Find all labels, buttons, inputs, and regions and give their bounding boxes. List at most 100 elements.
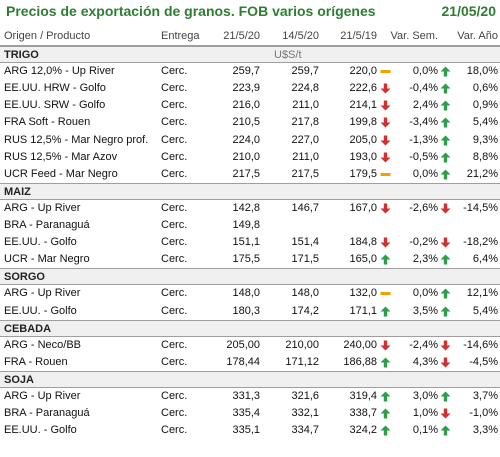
price-year-ago: 132,0	[349, 287, 377, 300]
section-header-sorgo: SORGO	[0, 268, 500, 286]
origin-product: RUS 12,5% - Mar Azov	[4, 150, 118, 163]
table-row: BRA - Paranaguá Cerc. 335,4 332,1 338,7 1,0% -…	[0, 405, 500, 422]
weekly-change: 2,4%	[412, 99, 438, 112]
price-week-ago: 151,4	[291, 236, 319, 249]
origin-product: EE.UU. SRW - Golfo	[4, 99, 106, 112]
price-year-ago: 193,0	[349, 150, 377, 163]
origin-product: BRA - Paranaguá	[4, 407, 90, 420]
price-year-ago: 220,0	[349, 65, 377, 78]
price-year-ago: 199,8	[349, 116, 377, 129]
yearly-change: 5,4%	[472, 116, 498, 129]
delivery: Cerc.	[161, 304, 188, 317]
price-current: 149,8	[232, 219, 260, 231]
col-header-d1: 21/5/20	[223, 30, 260, 42]
origin-product: EE.UU. HRW - Golfo	[4, 82, 106, 95]
price-current: 205,00	[226, 338, 260, 351]
price-current: 210,0	[232, 150, 260, 163]
price-year-ago: 338,7	[349, 407, 377, 420]
delivery: Cerc.	[161, 236, 188, 249]
weekly-trend-arrow-up-icon	[380, 306, 391, 317]
yearly-trend-arrow-up-icon	[440, 254, 451, 265]
price-year-ago: 186,88	[343, 355, 377, 368]
table-row: FRA Soft - Rouen Cerc. 210,5 217,8 199,8 -3,4…	[0, 114, 500, 131]
weekly-change: 0,0%	[412, 65, 438, 78]
yearly-change: 12,1%	[466, 287, 498, 300]
weekly-trend-flat-dash-icon	[380, 66, 391, 77]
origin-product: ARG - Up River	[4, 287, 81, 300]
weekly-change: 1,0%	[412, 407, 438, 420]
yearly-trend-arrow-up-icon	[440, 66, 451, 77]
price-week-ago: 171,12	[285, 355, 319, 368]
weekly-change: -1,3%	[409, 133, 438, 146]
yearly-change: 21,2%	[466, 167, 498, 180]
delivery: Cerc.	[161, 167, 188, 180]
yearly-change: 8,8%	[472, 150, 498, 163]
col-header-d3: 21/5/19	[340, 30, 377, 42]
delivery: Cerc.	[161, 99, 188, 112]
section-header-soja: SOJA	[0, 370, 500, 388]
section-name: SOJA	[4, 373, 34, 386]
col-header-d2: 14/5/20	[282, 30, 319, 42]
table-row: EE.UU. - Golfo Cerc. 180,3 174,2 171,1 3,5% 5,…	[0, 303, 500, 320]
section-name: TRIGO	[4, 49, 39, 61]
table-row: ARG - Up River Cerc. 331,3 321,6 319,4 3,0% 3,…	[0, 388, 500, 405]
price-year-ago: 222,6	[349, 82, 377, 95]
col-header-var-sem: Var. Sem.	[390, 30, 438, 42]
price-week-ago: 321,6	[291, 390, 319, 402]
delivery: Cerc.	[161, 355, 188, 368]
price-year-ago	[322, 217, 377, 234]
delivery: Cerc.	[161, 219, 188, 231]
price-current: 180,3	[232, 304, 260, 317]
yearly-change	[450, 217, 498, 234]
price-current: 217,5	[232, 167, 260, 180]
table-row: EE.UU. SRW - Golfo Cerc. 216,0 211,0 214,1 2,…	[0, 97, 500, 114]
price-week-ago: 224,8	[291, 82, 319, 95]
yearly-trend-arrow-up-icon	[440, 117, 451, 128]
table-row: EE.UU. HRW - Golfo Cerc. 223,9 224,8 222,6 -0…	[0, 80, 500, 97]
yearly-trend-arrow-down-icon	[440, 203, 451, 214]
yearly-change: 6,4%	[472, 253, 498, 266]
yearly-change: 0,6%	[472, 82, 498, 95]
yearly-change: -14,6%	[463, 338, 498, 351]
table-row: UCR Feed - Mar Negro Cerc. 217,5 217,5 179,5…	[0, 166, 500, 183]
weekly-change: -0,4%	[409, 82, 438, 95]
price-year-ago: 205,0	[349, 133, 377, 146]
yearly-trend-arrow-up-icon	[440, 100, 451, 111]
weekly-trend-arrow-down-icon	[380, 100, 391, 111]
section-header-trigo: TRIGO U$S/t	[0, 46, 500, 63]
section-name: MAIZ	[4, 185, 31, 198]
price-week-ago: 227,0	[291, 133, 319, 146]
price-year-ago: 240,00	[343, 338, 377, 351]
price-year-ago: 214,1	[349, 99, 377, 112]
price-week-ago: 217,5	[291, 167, 319, 180]
origin-product: BRA - Paranaguá	[4, 219, 90, 231]
price-year-ago: 184,8	[349, 236, 377, 249]
yearly-trend-arrow-up-icon	[440, 306, 451, 317]
weekly-trend-flat-dash-icon	[380, 169, 391, 180]
price-current: 224,0	[232, 133, 260, 146]
yearly-trend-arrow-down-icon	[440, 408, 451, 419]
yearly-trend-arrow-up-icon	[440, 135, 451, 146]
delivery: Cerc.	[161, 287, 188, 300]
table-row: ARG - Neco/BB Cerc. 205,00 210,00 240,00 -2,4…	[0, 337, 500, 354]
origin-product: ARG 12,0% - Up River	[4, 65, 115, 78]
page-title: Precios de exportación de granos. FOB va…	[6, 3, 376, 19]
weekly-change: -3,4%	[409, 116, 438, 129]
weekly-change: 4,3%	[412, 355, 438, 368]
weekly-trend-flat-dash-icon	[380, 288, 391, 299]
price-week-ago: 332,1	[291, 407, 319, 420]
weekly-change: -2,6%	[409, 201, 438, 214]
weekly-change: 3,5%	[412, 304, 438, 317]
price-current: 210,5	[232, 116, 260, 129]
title-bar: Precios de exportación de granos. FOB va…	[0, 0, 500, 26]
weekly-trend-arrow-down-icon	[380, 237, 391, 248]
section-name: CEBADA	[4, 322, 52, 335]
weekly-trend-arrow-down-icon	[380, 340, 391, 351]
yearly-change: 0,9%	[472, 99, 498, 112]
delivery: Cerc.	[161, 253, 188, 266]
price-week-ago: 334,7	[291, 424, 319, 437]
weekly-trend-arrow-down-icon	[380, 117, 391, 128]
weekly-change: 0,0%	[412, 167, 438, 180]
weekly-trend-arrow-up-icon	[380, 357, 391, 368]
section-header-cebada: CEBADA	[0, 319, 500, 337]
